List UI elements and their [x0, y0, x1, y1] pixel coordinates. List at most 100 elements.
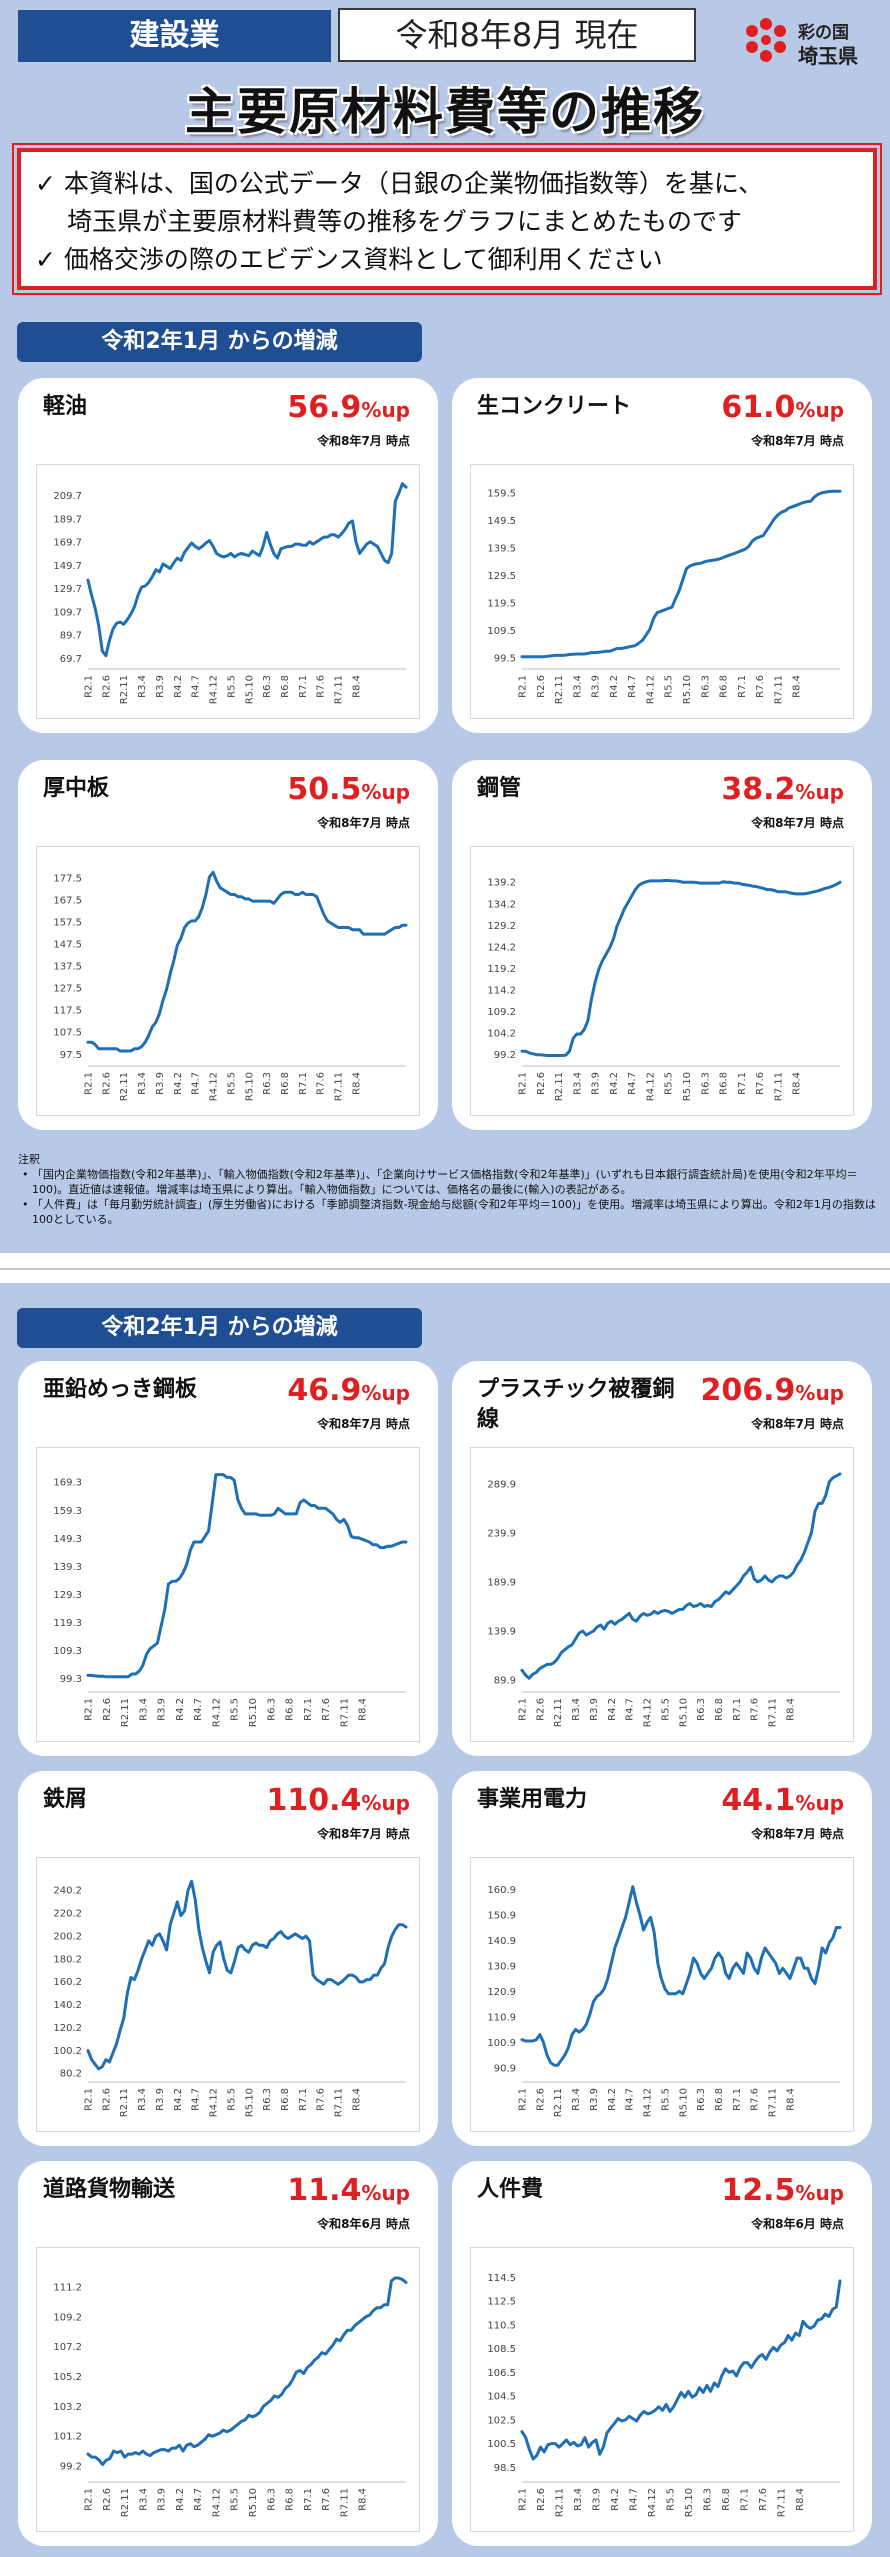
card-title: プラスチック被覆銅線	[477, 1377, 675, 1432]
x-tick-label: R7.6	[316, 2088, 327, 2111]
x-tick-label: R7.11	[334, 2088, 345, 2117]
x-tick-label: R2.1	[84, 1698, 95, 1721]
x-tick-label: R4.12	[209, 675, 220, 704]
x-tick-label: R3.4	[137, 2088, 148, 2111]
x-tick-label: R5.10	[678, 1698, 689, 1727]
percent-change: 50.5%up	[287, 772, 410, 807]
x-tick-label: R7.1	[298, 2088, 309, 2111]
x-tick-label: R8.4	[795, 2488, 806, 2511]
x-tick-label: R5.5	[660, 2088, 671, 2111]
card-title: 軽油	[43, 394, 88, 419]
card-title: 鉄屑	[43, 1787, 88, 1812]
y-tick-label: 110.9	[487, 2013, 516, 2024]
percent-unit: %up	[361, 1791, 410, 1815]
x-tick-label: R7.1	[303, 2488, 314, 2511]
x-tick-label: R7.1	[732, 2088, 743, 2111]
notice-box: ✓ 本資料は、国の公式データ（日銀の企業物価指数等）を基に、 埼玉県が主要原材料…	[12, 143, 882, 295]
notes-heading: 注釈	[18, 1153, 40, 1166]
x-tick-label: R6.3	[702, 2488, 713, 2511]
y-tick-label: 150.9	[487, 1910, 516, 1921]
x-tick-label: R2.11	[554, 675, 565, 704]
y-tick-label: 169.3	[53, 1478, 82, 1489]
y-tick-label: 160.9	[487, 1885, 516, 1896]
y-tick-label: 147.5	[53, 940, 82, 951]
x-tick-label: R5.5	[226, 2088, 237, 2111]
y-tick-label: 98.5	[494, 2463, 516, 2474]
x-tick-label: R6.3	[262, 1072, 273, 1095]
percent-change: 46.9%up	[287, 1373, 410, 1408]
y-tick-label: 200.2	[53, 1931, 82, 1942]
x-tick-label: R5.10	[244, 2088, 255, 2117]
y-tick-label: 169.7	[53, 538, 82, 549]
notice-line-1: ✓ 本資料は、国の公式データ（日銀の企業物価指数等）を基に、	[35, 169, 764, 198]
card-aen-mekki: 亜鉛めっき鋼板 46.9%up 令和8年7月 時点 99.3 109.3 119.3 129…	[18, 1361, 438, 1756]
notes-item-1: • 「国内企業物価指数(令和2年基準)」、「輸入物価指数(令和2年基準)」、「企…	[22, 1168, 858, 1196]
line-chart: 97.5 107.5 117.5 127.5 137.5 147.5 157.5 167.5 1…	[36, 846, 420, 1116]
x-tick-label: R6.8	[280, 1072, 291, 1095]
x-tick-label: R3.4	[138, 2488, 149, 2511]
x-tick-label: R3.4	[571, 1698, 582, 1721]
y-tick-label: 102.5	[487, 2415, 516, 2426]
y-tick-label: 114.5	[487, 2273, 516, 2284]
section-header: 令和2年1月 からの増減	[17, 322, 422, 362]
percent-unit: %up	[795, 1791, 844, 1815]
notes-item-2-text: 「人件費」は「毎月勤労統計調査」(厚生労働省)における「季節調整済指数-現金給与…	[32, 1198, 876, 1226]
x-tick-label: R4.12	[645, 1072, 656, 1101]
x-tick-label: R7.6	[321, 2488, 332, 2511]
y-tick-label: 240.2	[53, 1886, 82, 1897]
percent-unit: %up	[361, 1381, 410, 1405]
series-line	[520, 1472, 842, 1680]
y-tick-label: 129.2	[487, 921, 516, 932]
series-line	[520, 1885, 842, 2067]
y-tick-label: 100.9	[487, 2038, 516, 2049]
x-tick-label: R7.11	[773, 675, 784, 704]
y-tick-label: 111.2	[53, 2282, 82, 2293]
x-tick-label: R5.10	[248, 2488, 259, 2517]
x-tick-label: R7.1	[737, 675, 748, 698]
series-line	[520, 2279, 842, 2461]
y-tick-label: 97.5	[60, 1050, 82, 1061]
x-tick-label: R3.4	[137, 1072, 148, 1095]
notes-item-2: • 「人件費」は「毎月勤労統計調査」(厚生労働省)における「季節調整済指数-現金…	[22, 1198, 876, 1226]
x-tick-label: R3.9	[591, 1072, 602, 1095]
x-tick-label: R8.4	[785, 2088, 796, 2111]
percent-value: 56.9	[287, 390, 362, 425]
y-tick-label: 99.2	[494, 1050, 516, 1061]
percent-change: 38.2%up	[721, 772, 844, 807]
y-tick-label: 137.5	[53, 962, 82, 973]
x-tick-label: R5.5	[226, 1072, 237, 1095]
x-tick-label: R2.1	[518, 675, 529, 698]
x-tick-label: R4.2	[607, 2088, 618, 2111]
card-tetsukuzu: 鉄屑 110.4%up 令和8年7月 時点 80.2 100.2 120.2 140.2 16…	[18, 1771, 438, 2146]
x-tick-label: R5.10	[244, 675, 255, 704]
x-tick-label: R4.12	[211, 2488, 222, 2517]
x-tick-label: R6.8	[719, 675, 730, 698]
percent-change: 110.4%up	[267, 1783, 411, 1818]
y-tick-label: 209.7	[53, 491, 82, 502]
percent-unit: %up	[361, 398, 410, 422]
x-tick-label: R3.9	[155, 675, 166, 698]
y-tick-label: 107.2	[53, 2342, 82, 2353]
x-tick-label: R4.7	[628, 2488, 639, 2511]
x-tick-label: R5.10	[678, 2088, 689, 2117]
y-tick-label: 130.9	[487, 1961, 516, 1972]
card-title: 亜鉛めっき鋼板	[43, 1377, 198, 1402]
x-tick-label: R8.4	[785, 1698, 796, 1721]
x-tick-label: R3.9	[157, 2488, 168, 2511]
x-tick-label: R7.11	[773, 1072, 784, 1101]
card-keiyu: 軽油 56.9%up 令和8年7月 時点 69.7 89.7 109.7 129.7 149.…	[18, 378, 438, 733]
y-tick-label: 149.3	[53, 1534, 82, 1545]
x-tick-label: R4.2	[173, 2088, 184, 2111]
y-tick-label: 99.5	[494, 654, 516, 665]
y-tick-label: 129.5	[487, 571, 516, 582]
x-tick-label: R8.4	[351, 2088, 362, 2111]
x-tick-label: R8.4	[351, 675, 362, 698]
chart-frame	[36, 2247, 420, 2532]
y-tick-label: 105.2	[53, 2372, 82, 2383]
y-tick-label: 89.7	[60, 631, 82, 642]
y-tick-label: 180.2	[53, 1954, 82, 1965]
x-tick-label: R7.1	[303, 1698, 314, 1721]
x-tick-label: R2.1	[84, 675, 95, 698]
percent-change: 56.9%up	[287, 390, 410, 425]
x-tick-label: R2.6	[101, 675, 112, 698]
